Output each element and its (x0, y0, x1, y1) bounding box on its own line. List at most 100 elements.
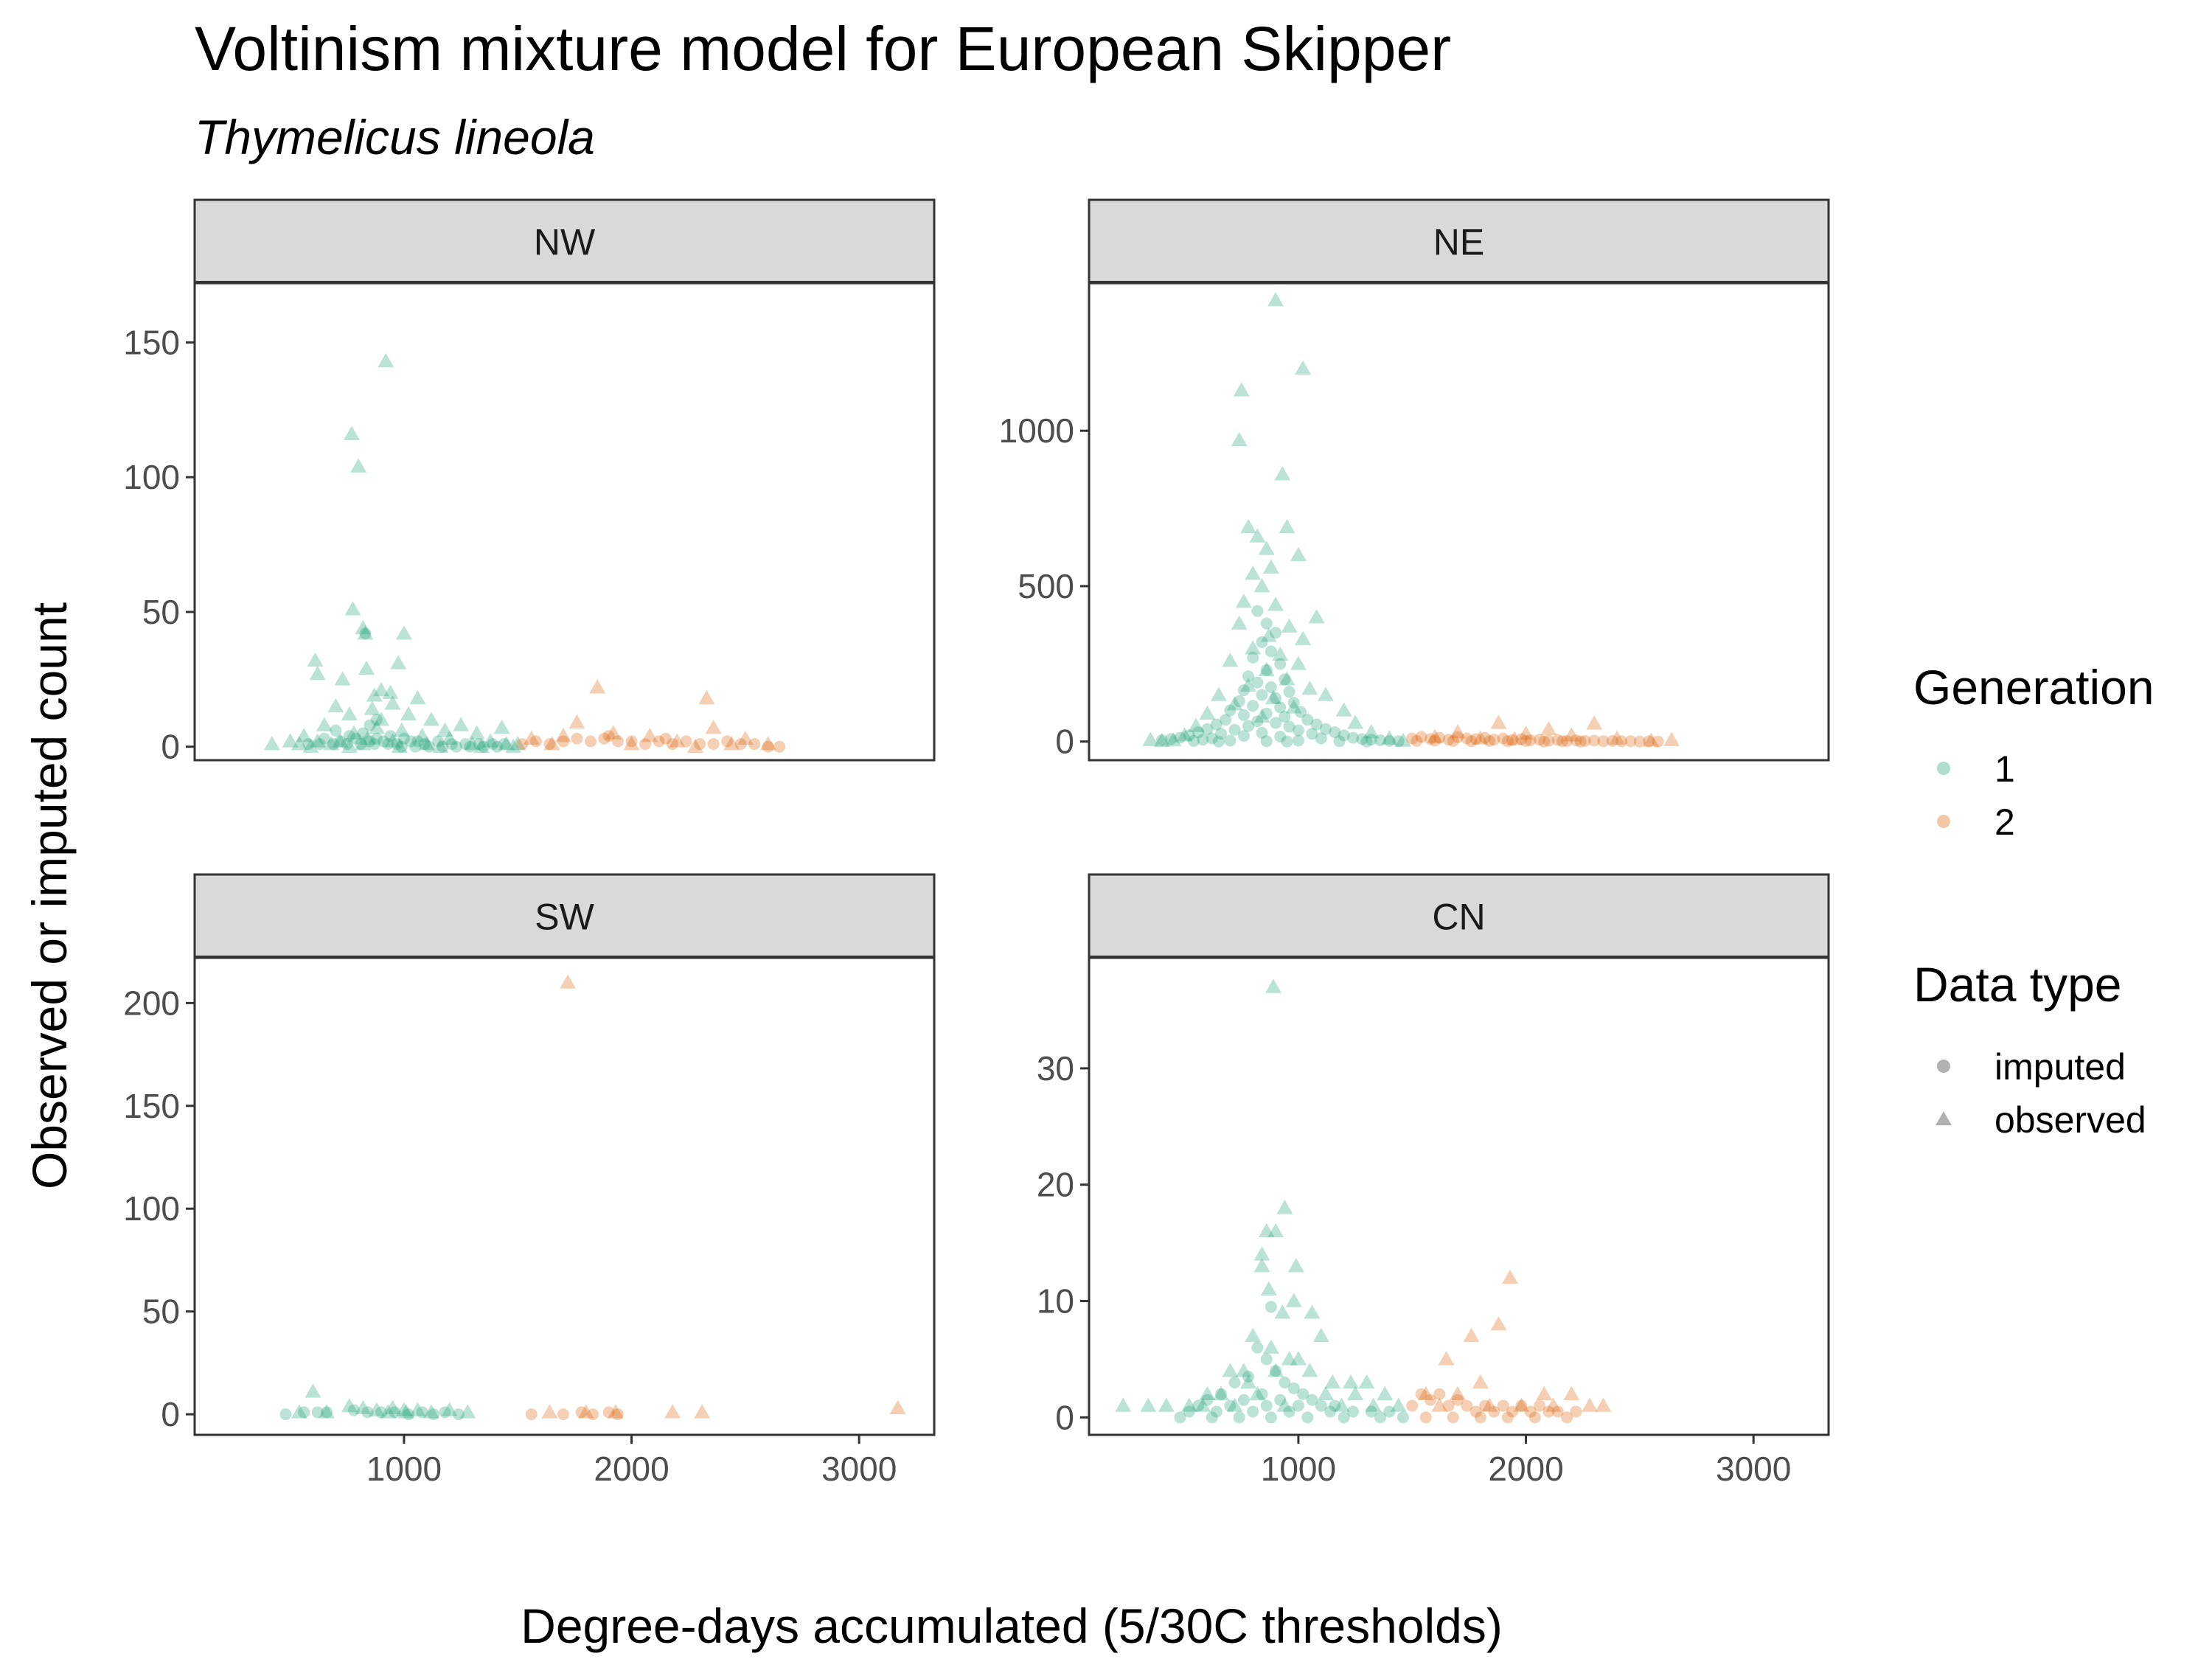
data-point-imputed (1397, 1411, 1409, 1424)
chart-subtitle: Thymelicus lineola (195, 110, 595, 164)
data-point-imputed (1411, 734, 1423, 747)
data-point-observed (1253, 1258, 1270, 1273)
data-point-observed (1249, 1385, 1266, 1401)
data-point-imputed (341, 738, 353, 751)
data-point-observed (1317, 1385, 1334, 1401)
data-point-imputed (1270, 1365, 1282, 1377)
data-point-imputed (357, 727, 369, 740)
data-point-imputed (1242, 720, 1255, 732)
x-tick-label: 2000 (594, 1450, 669, 1488)
data-point-imputed (311, 1406, 324, 1419)
data-point-imputed (1383, 1405, 1396, 1418)
data-point-observed (400, 706, 417, 721)
data-point-observed (357, 625, 374, 640)
data-point-observed (1290, 1351, 1307, 1366)
data-point-imputed (1224, 734, 1237, 747)
data-point-imputed (1174, 731, 1186, 744)
data-point-observed (1212, 1385, 1229, 1401)
data-point-imputed (694, 738, 706, 751)
data-point-observed (1513, 1397, 1530, 1412)
data-point-observed (384, 733, 401, 748)
data-point-observed (1363, 724, 1380, 739)
data-point-observed (664, 1404, 681, 1419)
data-point-observed (1449, 1385, 1466, 1401)
data-point-observed (560, 974, 577, 989)
data-point-observed (1240, 1374, 1257, 1389)
data-point-observed (1267, 597, 1284, 611)
data-point-imputed (391, 738, 403, 751)
data-point-imputed (361, 1406, 374, 1419)
data-point-imputed (1561, 1411, 1573, 1424)
data-point-observed (641, 728, 658, 742)
data-point-observed (1643, 732, 1660, 747)
data-point-observed (568, 714, 585, 729)
data-point-imputed (667, 738, 679, 751)
data-point-imputed (1346, 1405, 1359, 1418)
data-point-observed (380, 1404, 397, 1419)
data-point-observed (698, 689, 715, 705)
data-point-imputed (516, 738, 529, 751)
data-point-imputed (1256, 689, 1268, 701)
y-tick-label: 10 (1037, 1282, 1074, 1321)
data-point-observed (1267, 1363, 1284, 1377)
facet-strip (193, 873, 936, 959)
data-point-observed (1285, 1293, 1302, 1307)
data-point-observed (1231, 431, 1248, 447)
data-point-observed (398, 1404, 415, 1419)
data-point-imputed (450, 740, 462, 753)
data-point-imputed (1551, 734, 1564, 746)
data-point-imputed (1279, 710, 1291, 723)
data-point-imputed (1212, 735, 1225, 748)
data-point-imputed (1501, 1411, 1514, 1424)
data-point-imputed (1210, 1405, 1222, 1418)
data-point-imputed (1260, 1399, 1273, 1412)
y-tick-label: 200 (123, 984, 180, 1022)
data-point-observed (309, 666, 326, 681)
data-point-observed (368, 720, 385, 734)
data-point-imputed (473, 738, 485, 751)
data-point-imputed (464, 740, 476, 753)
data-point-observed (441, 730, 458, 745)
data-point-observed (391, 738, 408, 753)
data-point-observed (327, 698, 344, 713)
data-point-observed (1199, 1385, 1216, 1401)
data-point-imputed (1643, 735, 1655, 748)
data-point-observed (373, 681, 390, 697)
legend-label-data-type: imputed (1994, 1046, 2126, 1088)
data-point-imputed (1287, 1382, 1300, 1394)
data-point-observed (395, 625, 412, 640)
data-point-imputed (1360, 735, 1373, 748)
data-point-imputed (334, 735, 347, 748)
y-tick-label: 50 (142, 1293, 180, 1331)
data-point-imputed (348, 1404, 361, 1416)
data-point-observed (1188, 717, 1205, 732)
data-point-imputed (1406, 732, 1419, 745)
data-point-imputed (1383, 734, 1396, 747)
data-point-imputed (1433, 1388, 1446, 1400)
data-point-observed (382, 684, 399, 699)
data-point-observed (1390, 1397, 1407, 1412)
data-point-imputed (1433, 731, 1446, 744)
data-point-imputed (1406, 1399, 1419, 1412)
data-point-imputed (1474, 1411, 1486, 1424)
data-point-imputed (1442, 1399, 1455, 1412)
data-point-imputed (1597, 735, 1610, 748)
data-point-observed (1260, 1281, 1277, 1295)
data-point-imputed (313, 738, 326, 751)
data-point-imputed (1652, 735, 1664, 748)
data-point-imputed (1228, 723, 1241, 736)
data-point-imputed (1251, 1341, 1264, 1354)
data-point-imputed (1270, 627, 1282, 639)
data-point-observed (344, 601, 361, 616)
data-point-imputed (477, 740, 490, 753)
data-point-imputed (587, 1408, 599, 1421)
data-point-imputed (330, 724, 342, 737)
data-point-imputed (452, 1408, 465, 1421)
data-point-observed (1210, 686, 1227, 701)
data-point-imputed (1338, 729, 1350, 742)
data-point-observed (1301, 681, 1318, 695)
data-points (263, 353, 786, 753)
data-point-observed (341, 706, 358, 721)
data-point-imputed (1543, 734, 1555, 747)
data-point-observed (346, 725, 363, 740)
